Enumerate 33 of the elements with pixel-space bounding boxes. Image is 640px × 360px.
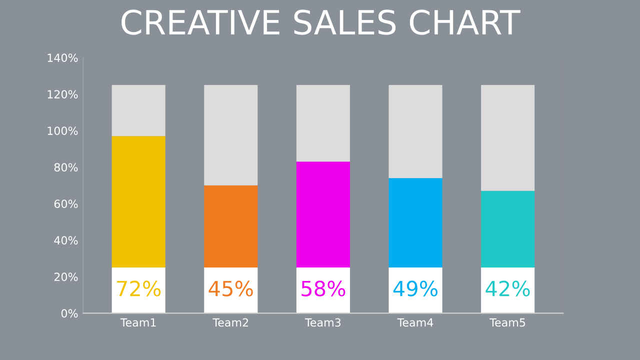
y-tick-label: 0%	[61, 309, 78, 318]
x-tick-label: Team1	[120, 318, 156, 327]
y-tick-label: 60%	[54, 200, 78, 208]
y-tick-label: 120%	[48, 90, 78, 98]
bar	[204, 268, 258, 314]
bar	[296, 162, 350, 268]
bar	[112, 268, 166, 314]
y-tick-label: 40%	[54, 236, 78, 245]
bar	[481, 84, 535, 191]
chart-title: CREATIVE SALES CHART	[122, 10, 520, 35]
y-tick-label: 80%	[54, 163, 78, 172]
x-tick-label: Team4	[397, 318, 434, 327]
x-tick-label: Team5	[490, 318, 526, 327]
y-tick-label: 20%	[54, 272, 78, 282]
bar	[204, 185, 258, 268]
data-label: 42%	[486, 280, 530, 296]
y-tick-label: 100%	[48, 126, 78, 136]
bar	[296, 84, 350, 162]
data-label: 49%	[393, 280, 438, 296]
bar	[112, 84, 166, 136]
x-tick-label: Team3	[304, 318, 341, 327]
bar	[481, 268, 535, 314]
bar	[112, 136, 166, 268]
data-label: 72%	[117, 280, 161, 296]
bar	[204, 84, 258, 186]
bar	[481, 190, 535, 268]
bar	[388, 178, 442, 268]
data-label: 45%	[208, 280, 253, 296]
x-tick-label: Team2	[212, 318, 248, 327]
y-tick-label: 140%	[48, 54, 78, 62]
bar	[388, 84, 442, 178]
bar	[388, 268, 442, 314]
data-label: 58%	[302, 280, 346, 296]
